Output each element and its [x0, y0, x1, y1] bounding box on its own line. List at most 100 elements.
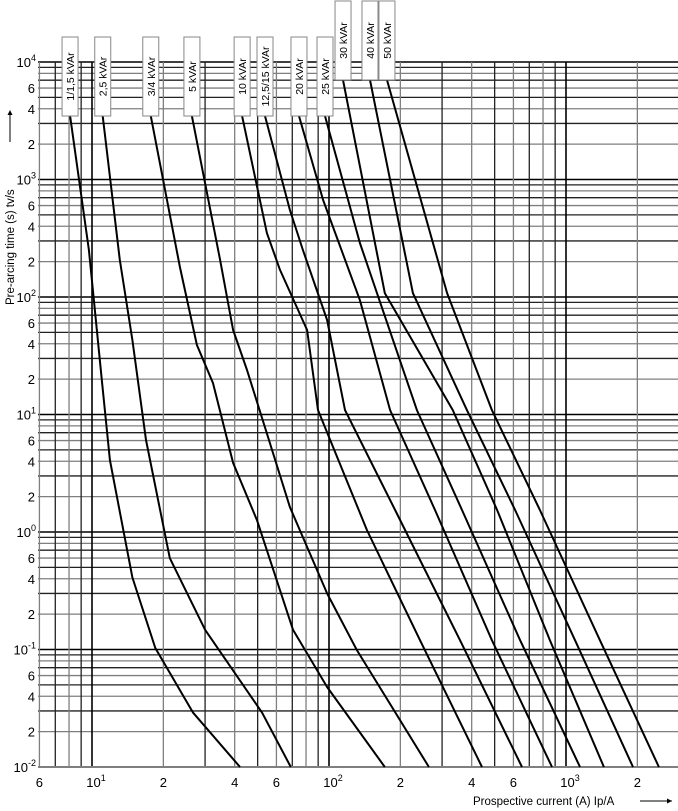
curve-label-box [94, 36, 112, 117]
curve-label: 3/4 kVAr [142, 36, 160, 117]
tick-mantissa: 10 [17, 408, 31, 423]
tick-exponent: -1 [28, 641, 36, 651]
x-tick-label: 6 [36, 775, 43, 790]
curve-label-text: 3/4 kVAr [146, 56, 158, 96]
y-tick-label: 6 [28, 81, 35, 96]
tick-mantissa: 4 [231, 775, 238, 790]
tick-mantissa: 6 [273, 775, 280, 790]
y-tick-label: 6 [28, 669, 35, 684]
curve-label-text: 25 kVAr [320, 58, 332, 95]
x-tick-label: 6 [273, 775, 280, 790]
y-tick-label: 102 [17, 288, 36, 305]
curve-label: 50 kVAr [378, 0, 396, 81]
tick-mantissa: 6 [28, 551, 35, 566]
tick-mantissa: 6 [28, 434, 35, 449]
x-tick-label: 4 [468, 775, 475, 790]
curve-label-box [61, 36, 79, 117]
curve-2 [101, 115, 292, 768]
y-tick-label: 10-2 [14, 758, 36, 775]
tick-mantissa: 6 [28, 669, 35, 684]
x-tick-label: 2 [634, 775, 641, 790]
curve-label-text: 5 kVAr [187, 61, 199, 92]
y-tick-labels: 10464210364210264210164210064210-164210-… [14, 53, 36, 775]
tick-mantissa: 10 [17, 525, 31, 540]
tick-mantissa: 2 [28, 490, 35, 505]
curve-5 [241, 115, 483, 768]
curve-1 [69, 115, 241, 768]
curve-label-text: 30 kVAr [338, 22, 350, 59]
tick-exponent: 3 [575, 773, 580, 783]
curve-label: 25 kVAr [316, 36, 334, 117]
y-tick-label: 10-1 [14, 641, 36, 658]
tick-exponent: 2 [338, 773, 343, 783]
curve-9 [342, 79, 605, 768]
y-tick-label: 101 [17, 406, 36, 423]
x-tick-label: 2 [160, 775, 167, 790]
curve-10 [369, 79, 634, 768]
curve-label: 40 kVAr [361, 0, 379, 81]
tick-exponent: 1 [31, 406, 36, 416]
tick-mantissa: 2 [28, 607, 35, 622]
curve-label-box [316, 36, 334, 117]
tick-mantissa: 10 [14, 643, 28, 658]
curve-label-box [256, 36, 274, 117]
tick-mantissa: 2 [397, 775, 404, 790]
x-axis-arrowhead-icon [667, 798, 672, 804]
y-tick-label: 6 [28, 434, 35, 449]
y-tick-label: 6 [28, 199, 35, 214]
tick-exponent: -2 [28, 758, 36, 768]
y-tick-label: 6 [28, 316, 35, 331]
tick-mantissa: 4 [28, 689, 35, 704]
tick-exponent: 3 [31, 171, 36, 181]
x-tick-label: 102 [323, 773, 342, 790]
curves [69, 79, 660, 768]
x-tick-label: 101 [86, 773, 105, 790]
curve-11 [386, 79, 660, 768]
curve-label: 2,5 kVAr [94, 36, 112, 117]
y-tick-label: 100 [17, 523, 36, 540]
y-tick-label: 2 [28, 372, 35, 387]
curve-labels: 1/1,5 kVAr 2,5 kVAr 3/4 kVAr 5 kVAr 10 kVAr 1… [61, 0, 396, 117]
curve-6 [264, 115, 523, 768]
grid [38, 61, 678, 768]
curve-4 [190, 115, 430, 768]
x-axis-title: Prospective current (A) Ip/A [473, 796, 615, 808]
curve-label-text: 40 kVAr [365, 22, 377, 59]
curve-label-text: 1/1,5 kVAr [65, 52, 77, 101]
tick-mantissa: 6 [28, 199, 35, 214]
tick-mantissa: 4 [28, 454, 35, 469]
tick-mantissa: 6 [28, 316, 35, 331]
tick-exponent: 0 [31, 523, 36, 533]
tick-mantissa: 10 [323, 775, 337, 790]
y-tick-label: 2 [28, 490, 35, 505]
y-tick-label: 2 [28, 607, 35, 622]
tick-mantissa: 4 [28, 572, 35, 587]
tick-mantissa: 2 [28, 137, 35, 152]
x-tick-label: 6 [510, 775, 517, 790]
tick-exponent: 1 [101, 773, 106, 783]
curve-label: 20 kVAr [290, 36, 308, 117]
x-tick-label: 2 [397, 775, 404, 790]
tick-mantissa: 2 [28, 725, 35, 740]
y-tick-label: 4 [28, 102, 35, 117]
curve-label: 10 kVAr [233, 36, 251, 117]
y-axis-arrowhead-icon [7, 110, 13, 115]
y-tick-label: 4 [28, 454, 35, 469]
tick-exponent: 4 [31, 53, 36, 63]
curve-8 [324, 115, 581, 768]
x-tick-label: 103 [560, 773, 579, 790]
tick-mantissa: 10 [14, 760, 28, 775]
curve-3 [149, 115, 386, 768]
curve-label-text: 10 kVAr [237, 58, 249, 95]
y-tick-label: 4 [28, 572, 35, 587]
curve-label-text: 2,5 kVAr [98, 56, 110, 96]
curve-label: 5 kVAr [183, 36, 201, 117]
tick-mantissa: 10 [17, 290, 31, 305]
tick-mantissa: 2 [28, 372, 35, 387]
curve-label-box [361, 0, 379, 81]
curve-label-box [290, 36, 308, 117]
y-tick-label: 4 [28, 219, 35, 234]
curve-label: 30 kVAr [334, 0, 352, 81]
y-tick-label: 2 [28, 137, 35, 152]
y-tick-label: 6 [28, 551, 35, 566]
